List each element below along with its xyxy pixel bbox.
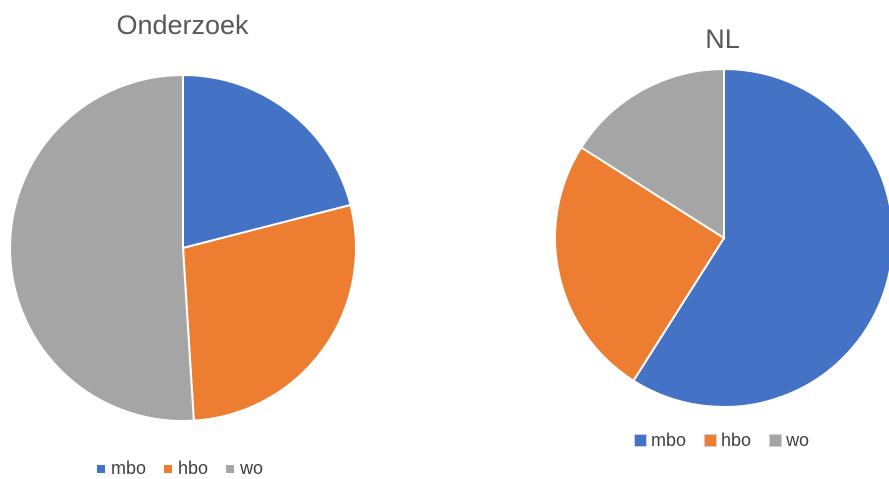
- legend-item-wo: wo: [769, 430, 809, 451]
- legend-label-wo: wo: [240, 458, 264, 478]
- legend-label-mbo: mbo: [111, 458, 147, 478]
- legend-item-wo: wo: [226, 458, 263, 479]
- legend-swatch-wo: [769, 434, 783, 447]
- legend-onderzoek: mbo hbo wo: [97, 458, 281, 479]
- pie-slice-onderzoek-hbo: [181, 203, 357, 422]
- legend-swatch-mbo: [97, 464, 105, 473]
- pie-slice-onderzoek-wo: [9, 73, 195, 422]
- chart-title-nl: NL: [705, 24, 740, 54]
- legend-label-wo: wo: [786, 430, 810, 450]
- legend-nl: mbo hbo wo: [634, 430, 827, 451]
- pie-slice-nl-mbo: [632, 67, 889, 408]
- legend-label-hbo: hbo: [721, 430, 752, 450]
- legend-label-hbo: hbo: [178, 458, 209, 478]
- legend-swatch-wo: [226, 464, 235, 473]
- pie-slice-nl-wo: [579, 67, 725, 240]
- legend-label-mbo: mbo: [651, 430, 687, 450]
- pie-slice-onderzoek-mbo: [182, 73, 352, 250]
- legend-item-mbo: mbo: [634, 430, 686, 451]
- legend-swatch-hbo: [164, 464, 173, 473]
- legend-item-hbo: hbo: [704, 430, 751, 451]
- legend-item-hbo: hbo: [164, 458, 208, 479]
- legend-item-mbo: mbo: [97, 458, 146, 479]
- legend-swatch-mbo: [634, 434, 647, 447]
- pie-slice-nl-hbo: [554, 146, 726, 383]
- legend-swatch-hbo: [704, 434, 718, 447]
- chart-title-onderzoek: Onderzoek: [116, 10, 249, 40]
